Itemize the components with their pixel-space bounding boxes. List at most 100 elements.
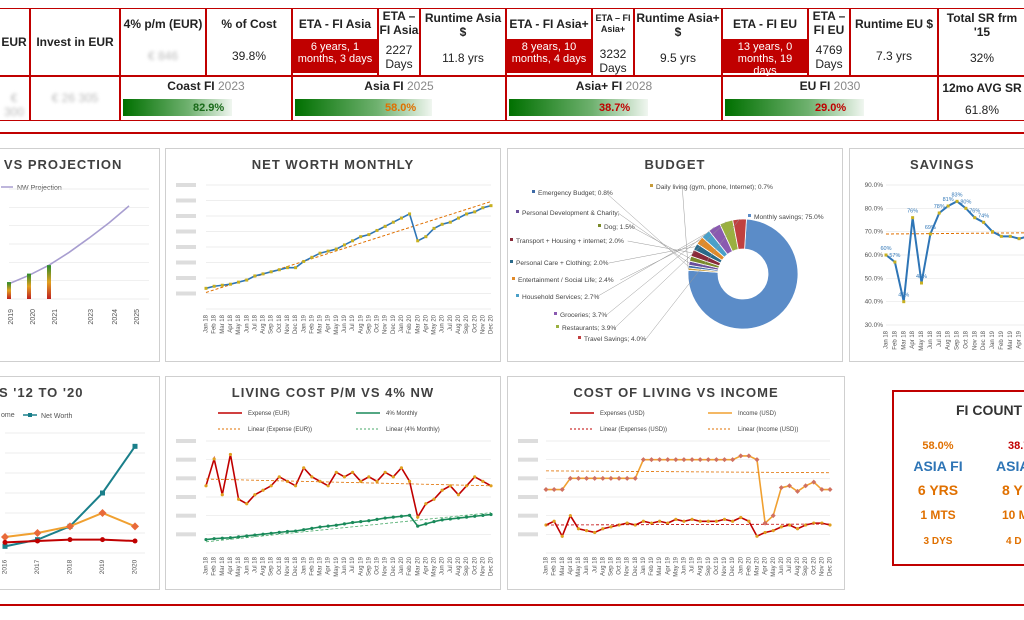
asiaplus-fi-cell: Asia+ FI 2028 38.7%: [506, 76, 722, 121]
coi-point: [625, 521, 629, 525]
coi-line-0: [545, 513, 831, 539]
living-point: [440, 518, 444, 522]
pct-cost-cell: % of Cost 39.8%: [206, 8, 292, 76]
pct-cost-label: % of Cost: [221, 17, 277, 31]
eta-fi-asiaplus-label: ETA - FI Asia+: [509, 17, 589, 31]
coi-x-tick: Nov 18: [625, 556, 631, 576]
nw-bar: [27, 273, 31, 299]
living-point: [220, 493, 224, 497]
coi-point: [632, 475, 638, 481]
living-x-tick: Mar 19: [318, 556, 324, 575]
coi-point: [731, 519, 735, 523]
nw1220-x-tick: 2018: [67, 559, 74, 574]
legend-label-income: ome: [1, 412, 15, 419]
pie-label-2: Emergency Budget; 0.8%: [538, 190, 613, 197]
coast-fi-progress-bar: [123, 99, 232, 116]
coi-x-tick: Aug 19: [698, 556, 704, 576]
living-point: [375, 517, 379, 521]
coi-x-tick: Mar 19: [657, 556, 663, 575]
eta-fi-asiaplus-days-cell: ETA – FI Asia+ 3232 Days: [592, 8, 634, 76]
coi-point: [739, 515, 743, 520]
nwproj-x-tick: 2024: [112, 309, 119, 325]
coi-legend-label-0: Expenses (USD): [600, 411, 645, 417]
living-point: [326, 524, 330, 528]
coi-point: [593, 530, 597, 535]
coi-point: [738, 453, 744, 459]
coi-point: [575, 475, 581, 481]
nw1220-point: [132, 538, 138, 544]
runtime-eu-label: Runtime EU $: [854, 17, 933, 31]
fi-asia-days: 3 DYS: [923, 536, 953, 547]
coi-point: [771, 529, 775, 533]
eta-fi-asiaplus-cell: ETA - FI Asia+ 8 years, 10 months, 4 day…: [506, 8, 592, 76]
living-y-tick-blurred: [176, 495, 196, 499]
coi-x-tick: Aug 20: [795, 556, 801, 576]
living-y-tick-blurred: [176, 439, 196, 443]
nwm-point: [391, 220, 395, 224]
living-point: [359, 479, 363, 483]
sav-point: [964, 206, 968, 210]
runtime-asia-label: Runtime Asia $: [424, 11, 502, 39]
nwm-x-tick: Feb 18: [212, 314, 218, 333]
pie-label-swatch-10: [556, 325, 559, 328]
asia-fi-pct: 58.0%: [385, 102, 417, 114]
coi-x-tick: Jun 19: [682, 556, 688, 575]
runtime-asiaplus-value: 9.5 yrs: [659, 51, 696, 65]
coi-point: [690, 517, 694, 521]
total-sr-label: Total SR frm '15: [946, 11, 1018, 39]
nwm-point: [440, 222, 444, 226]
fi-asia-pct: 58.0%: [922, 440, 954, 452]
pie-label-swatch-0: [748, 214, 751, 217]
nw1220-x-tick: 2020: [132, 559, 139, 574]
living-point: [269, 531, 273, 535]
nwm-point: [375, 228, 379, 232]
nwm-x-tick: Jun 18: [244, 314, 250, 333]
chart-title-savings: SAVINGS: [910, 157, 975, 172]
nwm-x-tick: Jul 20: [448, 314, 454, 331]
chart-title-nw-vs-projection: NW VS PROJECTION: [0, 157, 123, 172]
coi-point: [786, 483, 792, 489]
living-point: [399, 466, 404, 470]
pie-leader-10: [614, 221, 727, 329]
coi-point: [665, 457, 671, 463]
coi-point: [827, 487, 833, 493]
asiaplus-fi-pct: 38.7%: [599, 102, 631, 114]
living-x-tick: Jan 19: [301, 556, 307, 575]
sav-point: [991, 230, 994, 234]
living-point: [220, 536, 224, 540]
nwm-point: [326, 249, 330, 253]
pie-leader-4: [631, 226, 691, 259]
nwm-y-tick-blurred: [176, 229, 196, 234]
nwm-x-tick: May 19: [334, 314, 340, 334]
nwm-x-tick: Mar 19: [318, 314, 324, 333]
panel-cost-vs-income: COST OF LIVING VS INCOME Expenses (USD) I…: [507, 376, 845, 590]
pie-leader-3: [617, 212, 690, 264]
nwproj-x-tick: 2023: [88, 309, 95, 325]
pie-label-swatch-4: [598, 224, 601, 227]
living-x-tick: Oct 18: [277, 556, 283, 574]
sav-data-label: 57%: [889, 253, 900, 259]
runtime-asiaplus-label: Runtime Asia+ $: [636, 11, 720, 39]
sav-data-label: 83%: [951, 192, 962, 198]
living-point: [399, 514, 404, 518]
projection-line: [8, 205, 130, 285]
nwm-point: [424, 235, 428, 239]
living-y-tick-blurred: [176, 476, 196, 481]
coi-point: [592, 475, 598, 481]
coi-point: [747, 519, 751, 523]
nw1220-point: [67, 537, 73, 543]
living-point: [334, 523, 338, 527]
living-point: [245, 502, 249, 506]
avg-sr-cell: 12mo AVG SR 61.8%: [938, 76, 1024, 121]
sav-data-label: 76%: [969, 209, 980, 215]
sav-x-tick: Sep 18: [955, 330, 961, 350]
nwm-x-tick: Apr 19: [326, 314, 332, 332]
chart-budget: Monthly savings; 75.0% Daily living (gym,…: [510, 184, 824, 343]
coi-point: [746, 453, 752, 459]
living-x-tick: Apr 20: [423, 556, 429, 574]
coi-x-tick: Jul 20: [787, 556, 793, 573]
nwm-point: [277, 268, 281, 272]
living-legend-label-1: 4% Monthly: [386, 411, 417, 417]
nwm-point: [383, 224, 387, 228]
living-point: [204, 537, 208, 542]
